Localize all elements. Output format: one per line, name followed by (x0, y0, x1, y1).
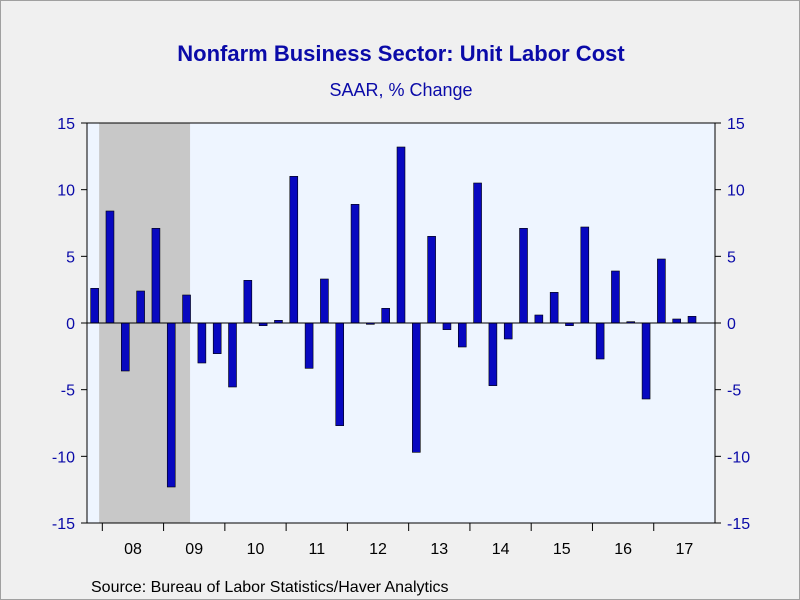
bar-2008Q1 (105, 210, 115, 324)
bar-2016Q1 (595, 322, 605, 360)
x-tick-label: 15 (553, 541, 571, 558)
bar-2014Q3 (503, 322, 513, 340)
bar-2015Q4 (580, 226, 590, 324)
bar-2014Q1 (473, 182, 482, 324)
y-tick-label-left: 0 (66, 316, 75, 333)
bar-2009Q2 (182, 294, 191, 324)
chart-title: Nonfarm Business Sector: Unit Labor Cost (177, 41, 625, 66)
bar-2016Q4 (641, 322, 651, 400)
y-tick-label-right: -10 (727, 449, 750, 466)
y-tick-label-left: 5 (66, 249, 75, 266)
bar-2015Q2 (549, 292, 559, 324)
bar-2017Q2 (672, 318, 681, 324)
bar-2015Q1 (534, 314, 544, 324)
x-axis: 08 09 10 11 12 13 14 15 16 17 (101, 523, 694, 558)
y-tick-label-left: -10 (52, 449, 75, 466)
y-tick-label-right: -5 (727, 383, 741, 400)
y-tick-label-right: 10 (727, 183, 745, 200)
bar-2008Q3 (136, 290, 145, 324)
y-tick-label-right: -15 (727, 516, 750, 533)
x-tick-label: 11 (308, 541, 325, 558)
bar-2017Q1 (657, 258, 666, 324)
bar-2009Q3 (197, 322, 207, 364)
bar-2014Q4 (519, 228, 528, 324)
bar-2011Q1 (289, 176, 299, 324)
y-tick-label-right: 5 (727, 249, 736, 266)
chart-subtitle: SAAR, % Change (329, 80, 473, 100)
bar-2010Q1 (228, 322, 237, 388)
bar-2011Q4 (335, 322, 345, 426)
bar-2011Q2 (304, 322, 314, 369)
bar-2012Q1 (350, 204, 360, 324)
x-tick-label: 08 (124, 541, 142, 558)
bar-2012Q4 (396, 146, 406, 324)
bar-2017Q3 (687, 316, 697, 324)
bar-2014Q2 (488, 322, 498, 386)
y-tick-label-right: 0 (727, 316, 736, 333)
bar-2016Q2 (611, 270, 620, 324)
x-tick-label: 16 (614, 541, 632, 558)
bar-2008Q4 (151, 228, 161, 324)
source-note: Source: Bureau of Labor Statistics/Haver… (91, 579, 449, 596)
left-y-axis: 15 10 5 0 -5 -10 -15 (52, 116, 87, 533)
x-tick-label: 10 (247, 541, 265, 558)
x-tick-label: 17 (676, 541, 694, 558)
x-tick-label: 09 (185, 541, 203, 558)
bar-2013Q1 (412, 322, 421, 453)
bar-2013Q4 (457, 322, 467, 348)
bar-2013Q3 (442, 322, 452, 330)
x-tick-label: 13 (430, 541, 448, 558)
bar-2010Q2 (243, 280, 253, 324)
right-y-axis: 15 10 5 0 -5 -10 -15 (715, 116, 750, 533)
bar-2008Q2 (121, 322, 130, 372)
bar-2012Q3 (381, 308, 390, 324)
bar-series (90, 146, 697, 488)
bar-2009Q1 (166, 322, 176, 488)
x-tick-label: 14 (492, 541, 510, 558)
y-tick-label-left: 10 (57, 183, 75, 200)
y-tick-label-left: -15 (52, 516, 75, 533)
y-tick-label-left: 15 (57, 116, 75, 133)
bar-2007Q4 (90, 288, 99, 324)
bar-2013Q2 (427, 236, 436, 324)
bar-2009Q4 (212, 322, 222, 354)
y-tick-label-right: 15 (727, 116, 745, 133)
bar-2011Q3 (320, 278, 329, 324)
y-tick-label-left: -5 (61, 383, 75, 400)
x-tick-label: 12 (369, 541, 387, 558)
